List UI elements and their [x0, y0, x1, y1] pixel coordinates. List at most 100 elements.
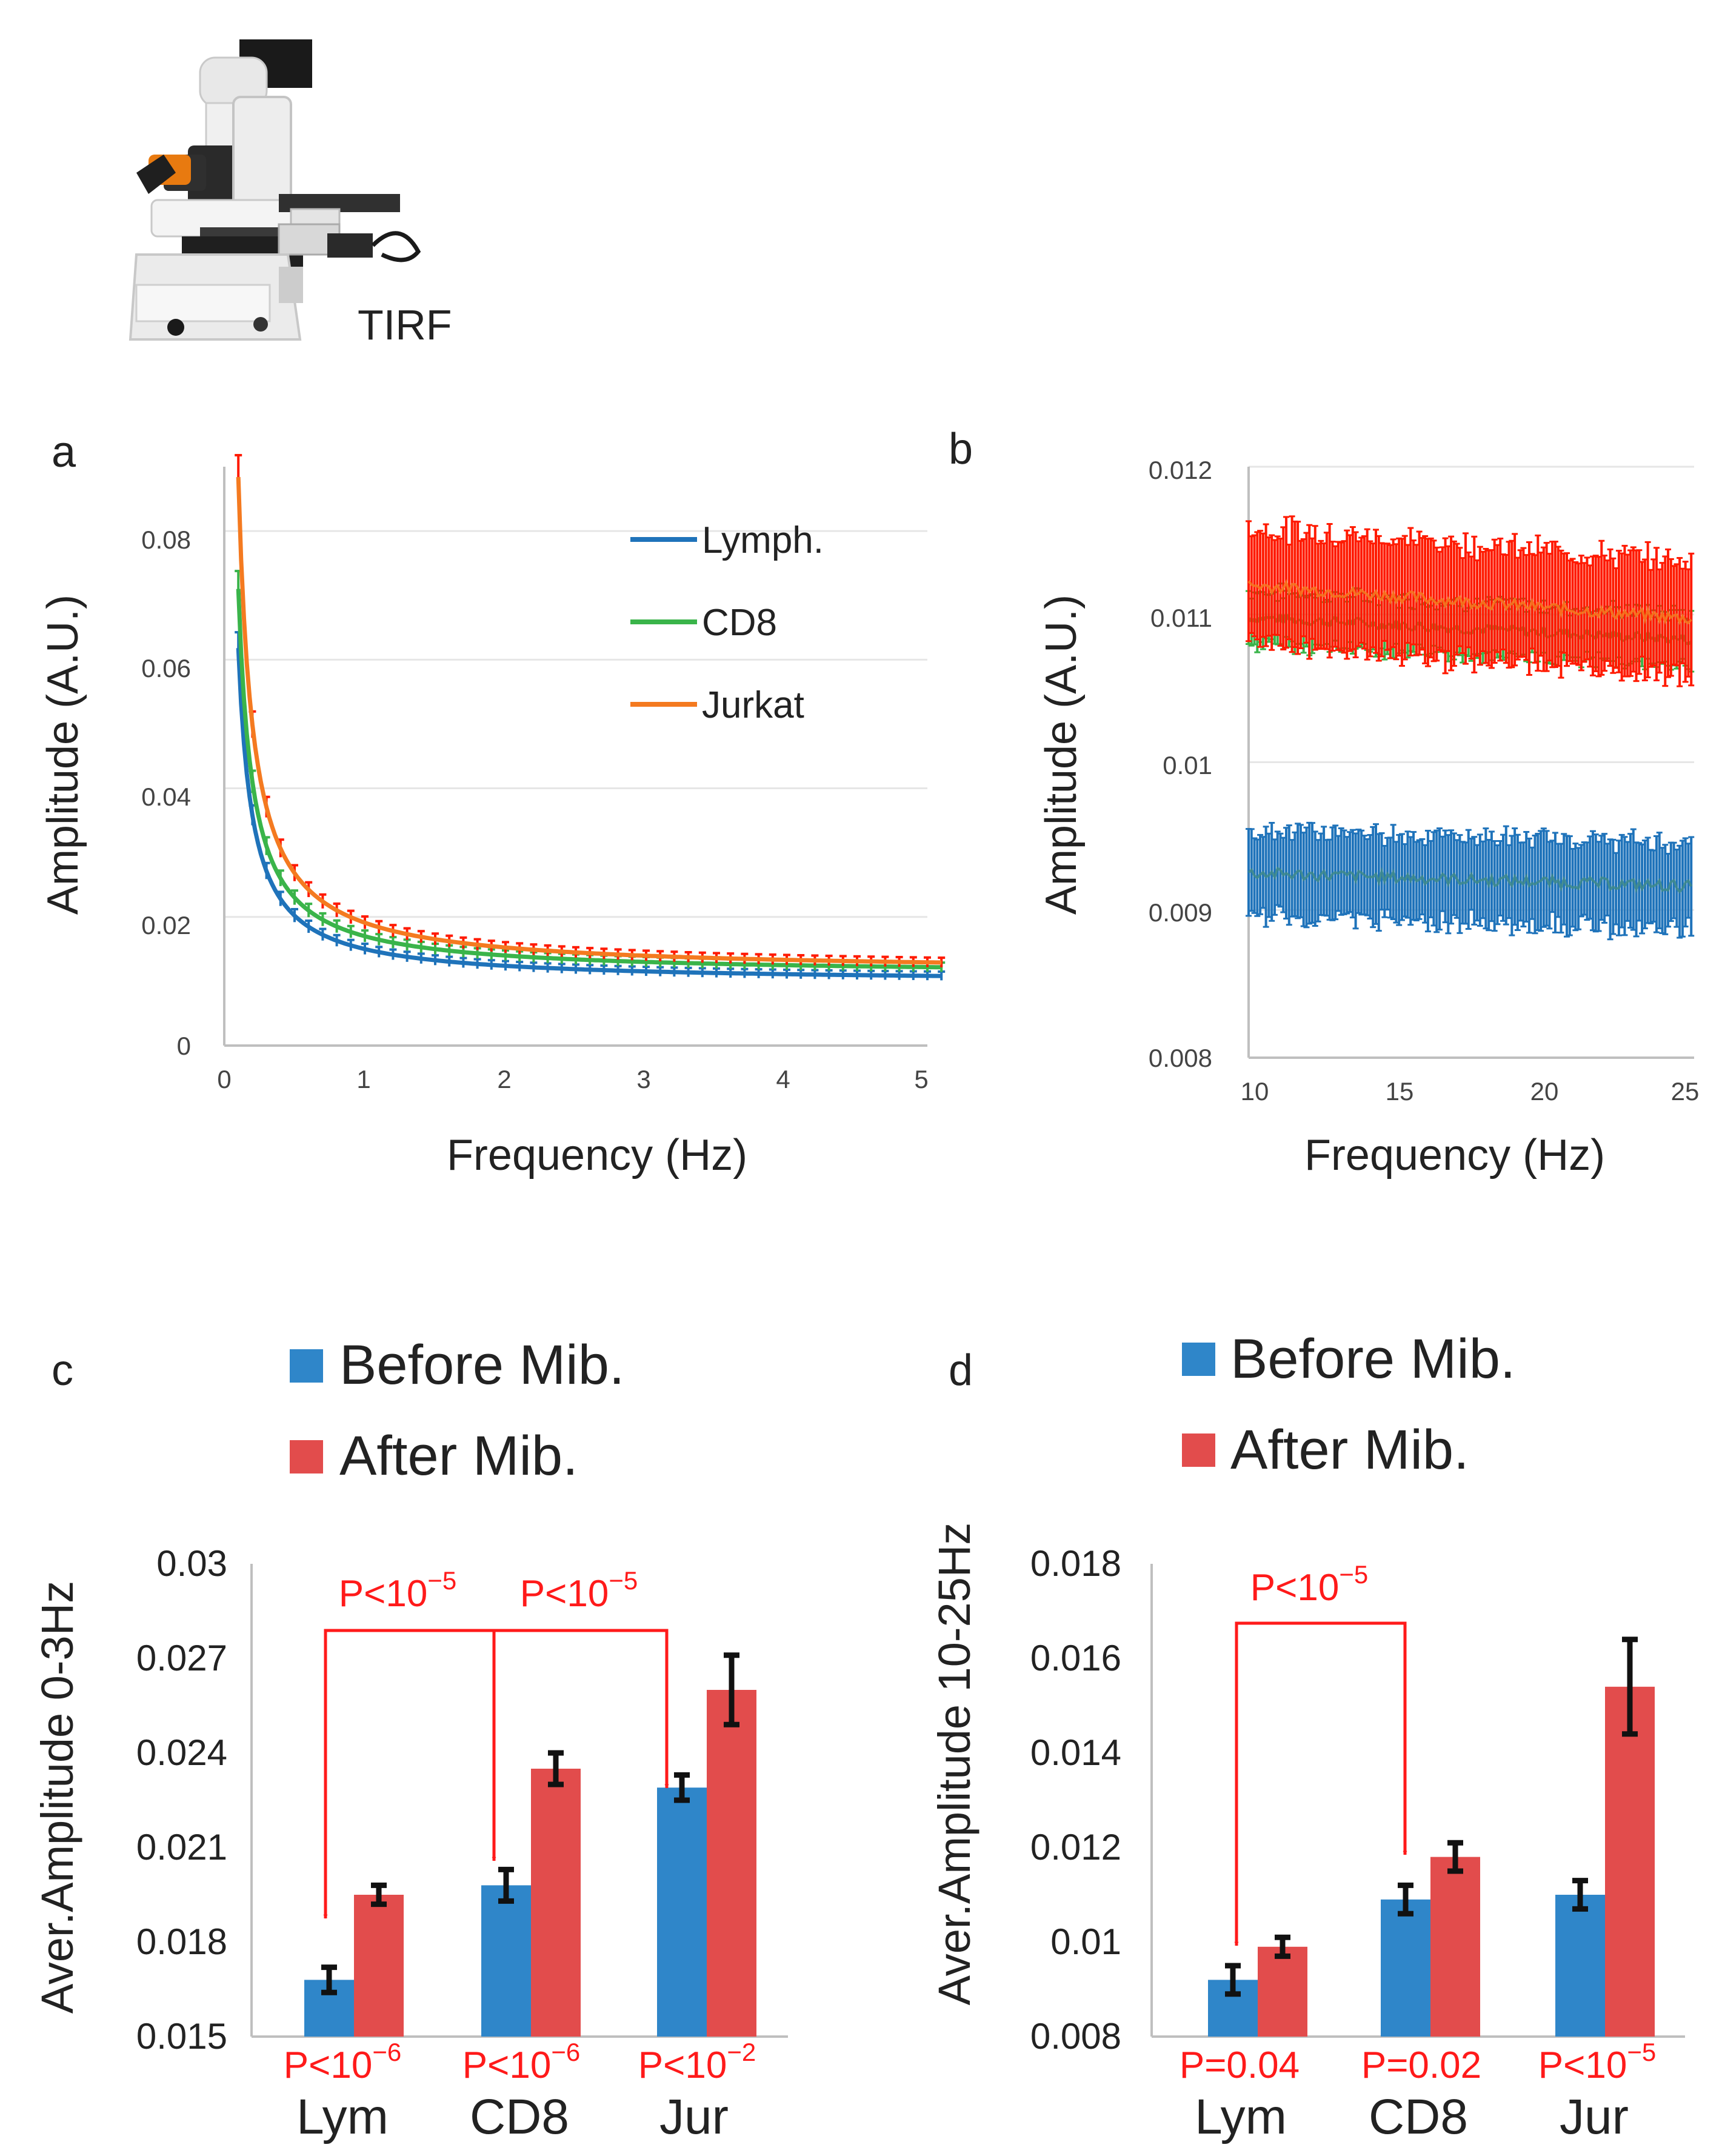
x-tick-label: CD8	[1369, 2089, 1468, 2144]
pvalue-exponent: −5	[1339, 1560, 1368, 1589]
y-tick-label: 0.016	[1030, 1638, 1121, 1678]
legend-label-after: After Mib.	[339, 1425, 578, 1487]
x-tick-label: 4	[776, 1065, 790, 1093]
panel-d-y-ticks: 0.018 0.016 0.014 0.012 0.01 0.008	[1030, 1543, 1121, 2057]
y-tick-label: 0.009	[1149, 898, 1212, 927]
panel-b-x-label: Frequency (Hz)	[1304, 1131, 1605, 1180]
y-tick-label: 0.008	[1149, 1044, 1212, 1072]
pvalue-exponent: −6	[551, 2038, 580, 2066]
panel-a-y-label: Amplitude (A.U.)	[39, 595, 87, 915]
bar-jur-after	[707, 1690, 756, 2037]
x-tick-label: 20	[1530, 1077, 1559, 1106]
legend-label-after: After Mib.	[1230, 1419, 1469, 1481]
pvalue-base: P<10	[462, 2044, 552, 2086]
x-tick-label: 1	[356, 1065, 370, 1093]
y-tick-label: 0.018	[136, 1921, 227, 1962]
panel-a-y-ticks: 0.08 0.06 0.04 0.02 0	[141, 526, 191, 1060]
series-jurkat	[1246, 515, 1695, 687]
y-tick-label: 0.012	[1030, 1827, 1121, 1867]
x-tick-label: 5	[914, 1065, 928, 1093]
series-lymph	[235, 631, 946, 981]
y-tick-label: 0.014	[1030, 1732, 1121, 1773]
x-tick-label: 15	[1386, 1077, 1414, 1106]
legend-swatch-after	[1182, 1433, 1215, 1467]
comparison-bracket-lym-cd8	[1234, 1621, 1407, 1946]
y-tick-label: 0.011	[1150, 604, 1212, 632]
panel-d-pair-pvalues: P=0.04 P=0.02 P<10−5	[1180, 2038, 1656, 2086]
pvalue-annotation: P=0.04	[1180, 2044, 1300, 2086]
panel-a-series	[235, 453, 946, 981]
y-tick-label: 0.04	[141, 783, 191, 811]
y-tick-label: 0.027	[136, 1638, 227, 1678]
pvalue-base: P<10	[339, 1573, 428, 1615]
bar-cd8-after	[531, 1769, 581, 2037]
panel-c-y-ticks: 0.03 0.027 0.024 0.021 0.018 0.015	[136, 1543, 227, 2057]
pvalue-base: P<10	[520, 1573, 609, 1615]
pvalue-annotation: P<10−2	[638, 2038, 756, 2086]
panel-d-bars	[1208, 1637, 1655, 2037]
series-line	[236, 648, 942, 978]
y-tick-label: 0.015	[136, 2016, 227, 2057]
panel-b-y-label: Amplitude (A.U.)	[1037, 595, 1086, 915]
panel-d: d Before Mib. After Mib. Aver.Amplitude …	[929, 1328, 1685, 2144]
pvalue-exponent: −5	[1627, 2038, 1656, 2066]
legend-label-jurkat: Jurkat	[702, 684, 804, 726]
y-tick-label: 0.08	[141, 526, 191, 554]
panel-a-x-ticks: 0 1 2 3 4 5	[217, 1065, 928, 1093]
pvalue-annotation: P<10−5	[520, 1566, 638, 1615]
y-tick-label: 0.02	[141, 911, 191, 939]
pvalue-base: P<10	[284, 2044, 373, 2086]
panel-d-letter: d	[949, 1346, 973, 1395]
x-tick-label: CD8	[470, 2089, 569, 2144]
pvalue-base: P=0.04	[1180, 2044, 1300, 2086]
series-line	[1247, 579, 1692, 626]
pvalue-base: P<10	[1250, 1567, 1340, 1609]
y-tick-label: 0.03	[156, 1543, 227, 1584]
x-tick-label: Jur	[659, 2089, 729, 2144]
panel-d-comparison-brackets: P<10−5	[1234, 1560, 1407, 1946]
y-tick-label: 0	[177, 1032, 191, 1060]
series-lymph	[1246, 821, 1695, 941]
x-tick-label: Jur	[1560, 2089, 1629, 2144]
panel-a-legend: Lymph. CD8 Jurkat	[630, 519, 824, 726]
x-tick-label: 3	[636, 1065, 650, 1093]
panel-b-x-ticks: 10 15 20 25	[1241, 1077, 1700, 1106]
pvalue-exponent: −6	[372, 2038, 401, 2066]
panel-c-pair-pvalues: P<10−6 P<10−6 P<10−2	[284, 2038, 756, 2086]
bar-cd8-after	[1430, 1857, 1480, 2037]
y-tick-label: 0.01	[1163, 751, 1212, 779]
legend-label-cd8: CD8	[702, 602, 777, 644]
legend-swatch-before	[290, 1349, 323, 1383]
pvalue-exponent: −5	[609, 1566, 638, 1595]
panel-a-x-label: Frequency (Hz)	[447, 1131, 747, 1180]
series-line	[1247, 609, 1692, 647]
x-tick-label: 25	[1671, 1077, 1700, 1106]
microscope-image	[128, 39, 421, 341]
y-tick-label: 0.018	[1030, 1543, 1121, 1584]
panel-a-letter: a	[52, 428, 76, 476]
panel-c-y-label: Aver.Amplitude 0-3Hz	[32, 1581, 82, 2014]
y-tick-label: 0.012	[1149, 456, 1212, 484]
panel-c: c Before Mib. After Mib. Aver.Amplitude …	[32, 1334, 788, 2144]
bar-lym-after	[1258, 1946, 1307, 2037]
x-tick-label: 2	[497, 1065, 511, 1093]
y-tick-label: 0.06	[141, 654, 191, 683]
bar-lym-after	[354, 1895, 404, 2037]
bar-cd8-before	[1381, 1899, 1430, 2037]
pvalue-base: P<10	[638, 2044, 727, 2086]
pvalue-exponent: −2	[727, 2038, 756, 2066]
x-tick-label: Lym	[1195, 2089, 1287, 2144]
pvalue-annotation: P<10−5	[1250, 1560, 1368, 1609]
bar-jur-before	[1555, 1895, 1605, 2037]
pvalue-annotation: P<10−5	[1538, 2038, 1656, 2086]
bar-jur-before	[657, 1787, 707, 2037]
bar-cd8-before	[481, 1885, 531, 2037]
panel-d-y-label: Aver.Amplitude 10-25Hz	[929, 1523, 979, 2006]
pvalue-annotation: P=0.02	[1361, 2044, 1481, 2086]
legend-label-before: Before Mib.	[1230, 1328, 1515, 1390]
pvalue-base: P=0.02	[1361, 2044, 1481, 2086]
pvalue-annotation: P<10−5	[339, 1566, 456, 1615]
panel-c-bars	[304, 1652, 756, 2037]
x-tick-label: 0	[217, 1065, 231, 1093]
